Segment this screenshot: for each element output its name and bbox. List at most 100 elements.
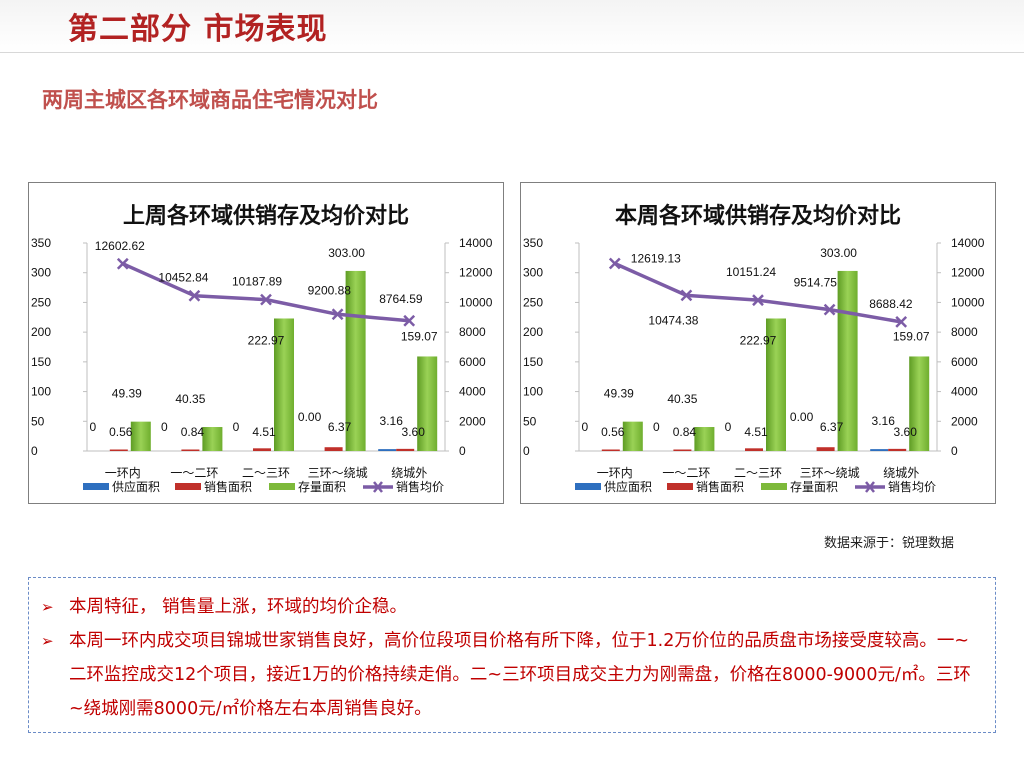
sales-data-label: 6.37 xyxy=(328,420,352,434)
x-category-label: 一～二环 xyxy=(662,466,710,480)
price-marker-stroke xyxy=(608,257,621,270)
supply-bar xyxy=(870,449,889,451)
stock-bar xyxy=(766,318,786,451)
y-left-tick-label: 200 xyxy=(31,325,51,339)
sales-bar xyxy=(109,449,128,451)
y-right-tick-label: 12000 xyxy=(951,266,985,280)
price-data-label: 10187.89 xyxy=(232,275,282,289)
price-data-label: 8764.59 xyxy=(379,292,423,306)
price-marker-stroke xyxy=(823,303,836,316)
chart-this-week: 本周各环域供销存及均价对比 0 50 100 150 200 250 300 350 0 2000 4… xyxy=(520,182,996,504)
sales-data-label: 0.56 xyxy=(109,425,133,439)
chart-title: 上周各环域供销存及均价对比 xyxy=(123,203,409,228)
y-left-tick-label: 100 xyxy=(31,385,51,399)
y-left-tick-label: 50 xyxy=(31,414,45,428)
sales-bar xyxy=(673,449,692,451)
stock-bar xyxy=(909,356,930,451)
price-marker xyxy=(331,308,344,321)
supply-data-label: 0.00 xyxy=(298,410,322,424)
sales-data-label: 3.60 xyxy=(894,425,918,439)
y-right-tick-label: 2000 xyxy=(951,414,978,428)
y-left-tick-label: 0 xyxy=(523,444,530,458)
sales-bar xyxy=(601,449,620,451)
price-marker xyxy=(823,303,836,316)
y-left-tick-label: 100 xyxy=(523,385,543,399)
legend-swatch xyxy=(667,483,693,490)
y-right-tick-label: 6000 xyxy=(951,355,978,369)
stock-data-label: 40.35 xyxy=(175,392,205,406)
supply-data-label: 0.00 xyxy=(790,410,814,424)
chart-title: 本周各环域供销存及均价对比 xyxy=(615,203,901,228)
legend-label: 销售面积 xyxy=(204,479,252,494)
price-data-label: 10151.24 xyxy=(726,265,776,279)
x-category-label: 二～三环 xyxy=(242,466,290,480)
sales-data-label: 3.60 xyxy=(402,425,426,439)
price-marker-stroke xyxy=(680,289,693,302)
stock-bar xyxy=(694,427,715,451)
y-right-tick-label: 10000 xyxy=(951,295,985,309)
sales-bar xyxy=(745,448,763,451)
stock-data-label: 49.39 xyxy=(604,387,634,401)
stock-data-label: 303.00 xyxy=(328,246,365,260)
sales-data-label: 0.84 xyxy=(181,425,205,439)
price-data-label: 12619.13 xyxy=(631,252,681,266)
legend-swatch xyxy=(269,483,295,490)
price-marker-stroke xyxy=(188,289,201,302)
sales-bar xyxy=(253,448,271,451)
y-right-tick-label: 0 xyxy=(459,444,466,458)
x-category-label: 绕城外 xyxy=(391,466,427,480)
sales-data-label: 4.51 xyxy=(252,425,276,439)
price-data-label: 9200.88 xyxy=(308,283,352,297)
y-right-tick-label: 4000 xyxy=(459,385,486,399)
stock-bar xyxy=(274,318,294,451)
legend-marker-stroke xyxy=(865,481,875,493)
legend-swatch xyxy=(83,483,109,490)
price-data-label: 12602.62 xyxy=(95,239,145,253)
x-category-label: 绕城外 xyxy=(883,466,919,480)
sales-data-label: 4.51 xyxy=(744,425,768,439)
sales-data-label: 6.37 xyxy=(820,420,844,434)
sales-bar xyxy=(816,447,835,451)
legend-label: 销售均价 xyxy=(888,479,936,494)
stock-data-label: 303.00 xyxy=(820,246,857,260)
x-category-label: 三环～绕城 xyxy=(308,466,368,480)
summary-bullet-2: ➢ 本周一环内成交项目锦城世家销售良好，高价位段项目价格有所下降，位于1.2万价… xyxy=(41,624,977,726)
y-left-tick-label: 350 xyxy=(31,236,51,250)
source-note: 数据来源于：锐理数据 xyxy=(824,536,955,551)
price-marker-stroke xyxy=(403,314,416,327)
price-marker-stroke xyxy=(752,294,764,307)
stock-data-label: 222.97 xyxy=(740,333,777,347)
chart-last-week-svg: 上周各环域供销存及均价对比 0 50 100 150 200 250 300 350 0 2000 4… xyxy=(31,203,493,494)
y-right-tick-label: 4000 xyxy=(951,385,978,399)
sales-bar xyxy=(181,449,200,451)
x-category-label: 一环内 xyxy=(597,466,633,480)
y-left-tick-label: 50 xyxy=(523,414,537,428)
price-marker xyxy=(895,316,908,328)
price-data-label: 8688.42 xyxy=(869,297,913,311)
x-category-label: 一环内 xyxy=(105,466,141,480)
legend-label: 供应面积 xyxy=(604,479,652,494)
supply-data-label: 3.16 xyxy=(380,414,404,428)
chart-last-week: 上周各环域供销存及均价对比 0 50 100 150 200 250 300 350 0 2000 4… xyxy=(28,182,504,504)
supply-data-label: 0 xyxy=(725,420,732,434)
sales-data-label: 0.84 xyxy=(673,425,697,439)
legend-swatch xyxy=(761,483,787,490)
price-marker xyxy=(260,293,272,306)
stock-bar xyxy=(417,356,438,451)
legend-swatch xyxy=(575,483,601,490)
legend-marker-stroke xyxy=(373,481,383,493)
price-marker xyxy=(608,257,621,270)
supply-data-label: 0 xyxy=(89,420,96,434)
stock-data-label: 159.07 xyxy=(893,329,930,343)
stock-bar xyxy=(622,421,643,451)
arrow-bullet-icon: ➢ xyxy=(41,598,54,616)
supply-data-label: 0 xyxy=(161,420,168,434)
legend-label: 供应面积 xyxy=(112,479,160,494)
supply-data-label: 0 xyxy=(653,420,660,434)
x-category-label: 三环～绕城 xyxy=(800,466,860,480)
price-data-label: 10474.38 xyxy=(648,313,698,327)
sales-bar xyxy=(324,447,343,451)
price-marker-stroke xyxy=(895,316,908,328)
y-right-tick-label: 0 xyxy=(951,444,958,458)
legend-swatch xyxy=(175,483,201,490)
